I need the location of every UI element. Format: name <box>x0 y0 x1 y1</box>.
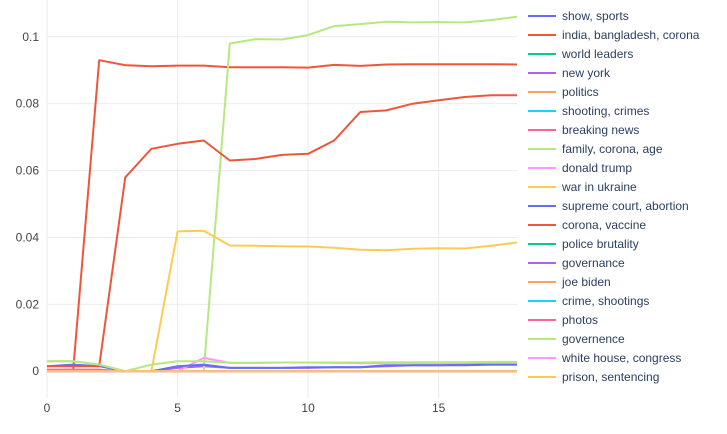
legend-label: crime, shootings <box>562 294 649 308</box>
y-tick-label: 0.02 <box>16 297 40 311</box>
y-tick-label: 0.1 <box>22 30 39 44</box>
y-tick-label: 0 <box>32 364 39 378</box>
legend-label: family, corona, age <box>562 142 663 156</box>
legend-item[interactable]: show, sports <box>528 9 629 23</box>
y-tick-label: 0.04 <box>16 230 40 244</box>
x-axis-ticks: 0 5 10 15 <box>44 401 446 415</box>
legend-label: white house, congress <box>561 351 681 365</box>
legend-label: world leaders <box>561 47 633 61</box>
legend-label: police brutality <box>562 237 639 251</box>
x-tick-label: 15 <box>432 401 446 415</box>
y-tick-label: 0.06 <box>16 164 40 178</box>
legend-label: new york <box>562 66 611 80</box>
legend-label: war in ukraine <box>561 180 637 194</box>
x-tick-label: 5 <box>174 401 181 415</box>
legend-label: show, sports <box>562 9 629 23</box>
legend-item[interactable]: breaking news <box>528 123 639 137</box>
legend-item[interactable]: photos <box>528 313 598 327</box>
legend-label: politics <box>562 85 599 99</box>
legend-item[interactable]: governance <box>528 256 625 270</box>
legend: show, sports india, bangladesh, corona wor… <box>528 9 700 384</box>
legend-item[interactable]: family, corona, age <box>528 142 663 156</box>
legend-item[interactable]: prison, sentencing <box>528 370 659 384</box>
legend-label: joe biden <box>561 275 611 289</box>
series-lines <box>46 15 518 373</box>
legend-label: photos <box>562 313 598 327</box>
legend-item[interactable]: white house, congress <box>528 351 681 365</box>
legend-label: corona, vaccine <box>562 218 646 232</box>
legend-item[interactable]: police brutality <box>528 237 639 251</box>
plot-area <box>47 0 517 398</box>
legend-label: supreme court, abortion <box>562 199 689 213</box>
legend-label: prison, sentencing <box>562 370 659 384</box>
legend-label: breaking news <box>562 123 639 137</box>
legend-item[interactable]: supreme court, abortion <box>528 199 689 213</box>
legend-item[interactable]: politics <box>528 85 599 99</box>
legend-item[interactable]: india, bangladesh, corona <box>528 28 700 42</box>
legend-label: shooting, crimes <box>562 104 649 118</box>
legend-item[interactable]: joe biden <box>528 275 611 289</box>
legend-item[interactable]: governence <box>528 332 625 346</box>
legend-label: governence <box>562 332 625 346</box>
legend-label: donald trump <box>562 161 632 175</box>
y-axis-ticks: 0 0.02 0.04 0.06 0.08 0.1 <box>16 30 40 378</box>
legend-item[interactable]: shooting, crimes <box>528 104 649 118</box>
y-tick-label: 0.08 <box>16 97 40 111</box>
series-line <box>47 94 517 368</box>
legend-label: india, bangladesh, corona <box>562 28 700 42</box>
legend-item[interactable]: crime, shootings <box>528 294 649 308</box>
x-tick-label: 10 <box>301 401 315 415</box>
series-line <box>47 59 518 373</box>
legend-label: governance <box>562 256 625 270</box>
legend-item[interactable]: world leaders <box>528 47 633 61</box>
legend-item[interactable]: war in ukraine <box>528 180 637 194</box>
x-tick-label: 0 <box>44 401 51 415</box>
legend-item[interactable]: corona, vaccine <box>528 218 646 232</box>
legend-item[interactable]: new york <box>528 66 611 80</box>
legend-item[interactable]: donald trump <box>528 161 632 175</box>
